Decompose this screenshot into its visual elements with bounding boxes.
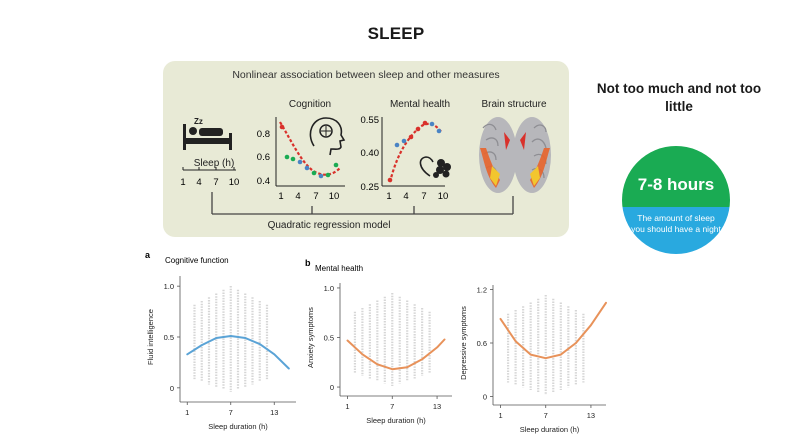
x-tick-label: 13	[433, 402, 441, 411]
badge-top	[622, 146, 730, 207]
y-tick-label: 0.5	[324, 334, 334, 343]
chart-layer: 1 7 13 0 0.5 1.0 Sleep duration (h) Fluid intel…	[146, 276, 607, 434]
mental-health-mini-plot	[381, 117, 445, 187]
mental-ytick: 0.40	[361, 148, 380, 159]
cognition-xtick: 10	[329, 191, 340, 202]
cognition-title: Cognition	[288, 99, 332, 110]
cognition-xtick: 4	[295, 191, 300, 202]
sleep-hours-badge	[622, 146, 730, 254]
heart-brain-icon	[419, 156, 451, 178]
sleep-axis	[182, 167, 236, 171]
x-tick-label: 1	[345, 402, 349, 411]
y-tick-label: 1.0	[324, 284, 334, 293]
brain-structure-title: Brain structure	[481, 99, 547, 110]
x-axis-label: Sleep duration (h)	[520, 425, 580, 434]
brain-structure-icon	[479, 117, 551, 193]
y-tick-label: 0	[483, 393, 487, 402]
x-tick-label: 7	[229, 408, 233, 417]
x-axis-label: Sleep duration (h)	[208, 422, 268, 431]
chart-a-title: Cognitive function	[165, 256, 229, 265]
y-tick-label: 0	[170, 384, 174, 393]
zz-mark: Zz	[194, 117, 203, 126]
head-brain-icon	[309, 117, 346, 156]
cognition-mini-plot	[275, 117, 345, 187]
hours-text: 7-8 hours	[637, 175, 715, 194]
model-label: Quadratic regression model	[267, 220, 391, 231]
x-tick-label: 13	[587, 411, 595, 420]
y-axis-label: Anxiety symptoms	[306, 307, 315, 368]
x-axis-label: Sleep duration (h)	[366, 416, 426, 425]
mental-health-title: Mental health	[389, 99, 451, 110]
amount-caption: The amount of sleep you should have a ni…	[631, 213, 721, 234]
bed-icon	[183, 124, 232, 150]
chart-b-title: Mental health	[315, 264, 363, 273]
panel-heading: Nonlinear association between sleep and …	[232, 69, 500, 81]
sleep-tick: 4	[196, 177, 201, 188]
x-tick-label: 7	[390, 402, 394, 411]
mental-ytick: 0.25	[361, 182, 380, 193]
mental-xtick: 1	[386, 191, 391, 202]
x-tick-label: 13	[270, 408, 278, 417]
y-tick-label: 0	[330, 383, 334, 392]
fit-curve	[346, 338, 446, 371]
fit-curve	[499, 301, 607, 360]
panel-letter-b: b	[305, 258, 311, 268]
sleep-tick: 7	[213, 177, 218, 188]
mental-xtick: 10	[438, 191, 449, 202]
page-title: SLEEP	[367, 24, 425, 43]
sleep-axis-label: Sleep (h)	[193, 158, 235, 169]
cognition-ytick: 0.4	[257, 176, 270, 187]
y-tick-label: 1.0	[164, 282, 174, 291]
x-tick-label: 7	[544, 411, 548, 420]
cognition-xtick: 7	[313, 191, 318, 202]
x-tick-label: 1	[498, 411, 502, 420]
sleep-tick: 1	[180, 177, 185, 188]
cognition-ytick: 0.6	[257, 152, 270, 163]
badge-bottom	[622, 207, 730, 254]
y-tick-label: 0.5	[164, 333, 174, 342]
y-tick-label: 1.2	[477, 285, 487, 294]
y-axis-label: Fluid intelligence	[146, 309, 155, 365]
panel-letter-a: a	[145, 250, 151, 260]
tagline: Not too much and not too little	[596, 81, 762, 114]
fit-curve	[186, 335, 290, 370]
mental-xtick: 4	[403, 191, 408, 202]
sleep-tick: 10	[229, 177, 240, 188]
cognition-ytick: 0.8	[257, 129, 270, 140]
cognition-xtick: 1	[278, 191, 283, 202]
mental-ytick: 0.55	[361, 115, 380, 126]
model-bracket	[211, 192, 514, 215]
mental-xtick: 7	[421, 191, 426, 202]
x-tick-label: 1	[185, 408, 189, 417]
y-axis-label: Depressive symptoms	[459, 306, 468, 380]
y-tick-label: 0.6	[477, 339, 487, 348]
